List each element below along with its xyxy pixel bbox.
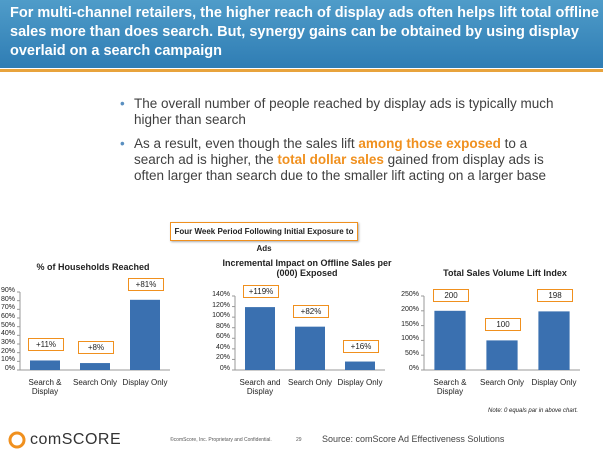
logo: comSCORE bbox=[30, 431, 122, 448]
page-number: 29 bbox=[296, 437, 302, 443]
bar bbox=[30, 360, 60, 370]
chart-title: Total Sales Volume Lift Index bbox=[443, 268, 567, 278]
y-tick-label: 60% bbox=[215, 333, 230, 341]
bullet-text: to a search ad is higher, the bbox=[134, 136, 528, 167]
header: For multi-channel retailers, the higher … bbox=[0, 0, 603, 68]
value-label: +16% bbox=[343, 339, 379, 353]
header-rule bbox=[0, 69, 603, 72]
period-label: Four Week Period Following Initial Expos… bbox=[170, 222, 358, 253]
source: Source: comScore Ad Effectiveness Soluti… bbox=[322, 434, 505, 444]
x-tick-label: Search & Display bbox=[28, 378, 62, 396]
y-tick-label: 250% bbox=[401, 291, 419, 298]
y-tick-label: 40% bbox=[0, 330, 15, 338]
header-title: For multi-channel retailers, the higher … bbox=[10, 5, 599, 59]
bullets: The overall number of people reached by … bbox=[120, 96, 560, 192]
bar bbox=[345, 361, 375, 370]
x-tick-label: Search and Display bbox=[239, 378, 281, 396]
y-tick-label: 50% bbox=[0, 321, 15, 329]
y-tick-label: 20% bbox=[215, 354, 230, 362]
value-label: +119% bbox=[243, 285, 279, 299]
y-tick-label: 100% bbox=[401, 335, 419, 343]
x-tick-label: Search Only bbox=[72, 378, 118, 387]
logo-icon bbox=[8, 431, 26, 449]
value-label: +81% bbox=[128, 277, 164, 291]
x-tick-label: Search Only bbox=[287, 378, 333, 387]
y-tick-label: 30% bbox=[0, 339, 15, 346]
x-tick-label: Display Only bbox=[122, 378, 168, 387]
bar bbox=[486, 340, 518, 370]
bar bbox=[538, 311, 570, 370]
y-tick-label: 0% bbox=[408, 365, 419, 372]
y-tick-label: 20% bbox=[0, 347, 15, 355]
bullet-text: The overall number of people reached by … bbox=[134, 96, 554, 127]
bar bbox=[245, 307, 275, 370]
y-tick-label: 200% bbox=[401, 305, 419, 313]
bar bbox=[130, 299, 160, 370]
x-tick-label: Display Only bbox=[337, 378, 383, 387]
y-tick-label: 0% bbox=[219, 365, 230, 372]
bullet: The overall number of people reached by … bbox=[120, 96, 560, 128]
bar bbox=[295, 326, 325, 370]
bullet-text: As a result, even though the sales lift bbox=[134, 136, 359, 151]
bullet-text: among those exposed bbox=[358, 136, 501, 151]
chart-title: % of Households Reached bbox=[36, 262, 150, 272]
y-tick-label: 140% bbox=[212, 291, 230, 298]
bullet-text: total dollar sales bbox=[277, 152, 384, 167]
y-tick-label: 150% bbox=[401, 320, 419, 328]
y-tick-label: 80% bbox=[215, 322, 230, 330]
y-tick-label: 0% bbox=[4, 365, 15, 372]
bullet-text: gained from display ads is often larger … bbox=[134, 152, 546, 183]
y-tick-label: 80% bbox=[0, 295, 15, 303]
y-tick-label: 100% bbox=[212, 312, 230, 320]
value-label: +11% bbox=[28, 338, 64, 352]
value-label: 100 bbox=[485, 318, 521, 332]
y-tick-label: 10% bbox=[0, 356, 15, 364]
value-label: 200 bbox=[433, 288, 469, 302]
y-tick-label: 90% bbox=[0, 287, 15, 294]
x-tick-label: Search Only bbox=[479, 378, 525, 387]
chart-title: Incremental Impact on Offline Sales per … bbox=[222, 258, 392, 278]
value-label: +82% bbox=[293, 304, 329, 318]
y-tick-label: 70% bbox=[0, 304, 15, 312]
x-tick-label: Display Only bbox=[531, 378, 577, 387]
y-tick-label: 60% bbox=[0, 313, 15, 320]
bar bbox=[434, 310, 466, 370]
bar bbox=[80, 363, 110, 370]
y-tick-label: 120% bbox=[212, 301, 230, 309]
value-label: 198 bbox=[537, 289, 573, 303]
copyright: ©comScore, Inc. Proprietary and Confiden… bbox=[170, 437, 272, 443]
bullet: As a result, even though the sales lift … bbox=[120, 136, 560, 184]
y-tick-label: 40% bbox=[215, 343, 230, 351]
note: Note: 0 equals par in above chart. bbox=[488, 408, 579, 414]
value-label: +8% bbox=[78, 341, 114, 355]
x-tick-label: Search & Display bbox=[433, 378, 467, 396]
y-tick-label: 50% bbox=[404, 350, 419, 358]
